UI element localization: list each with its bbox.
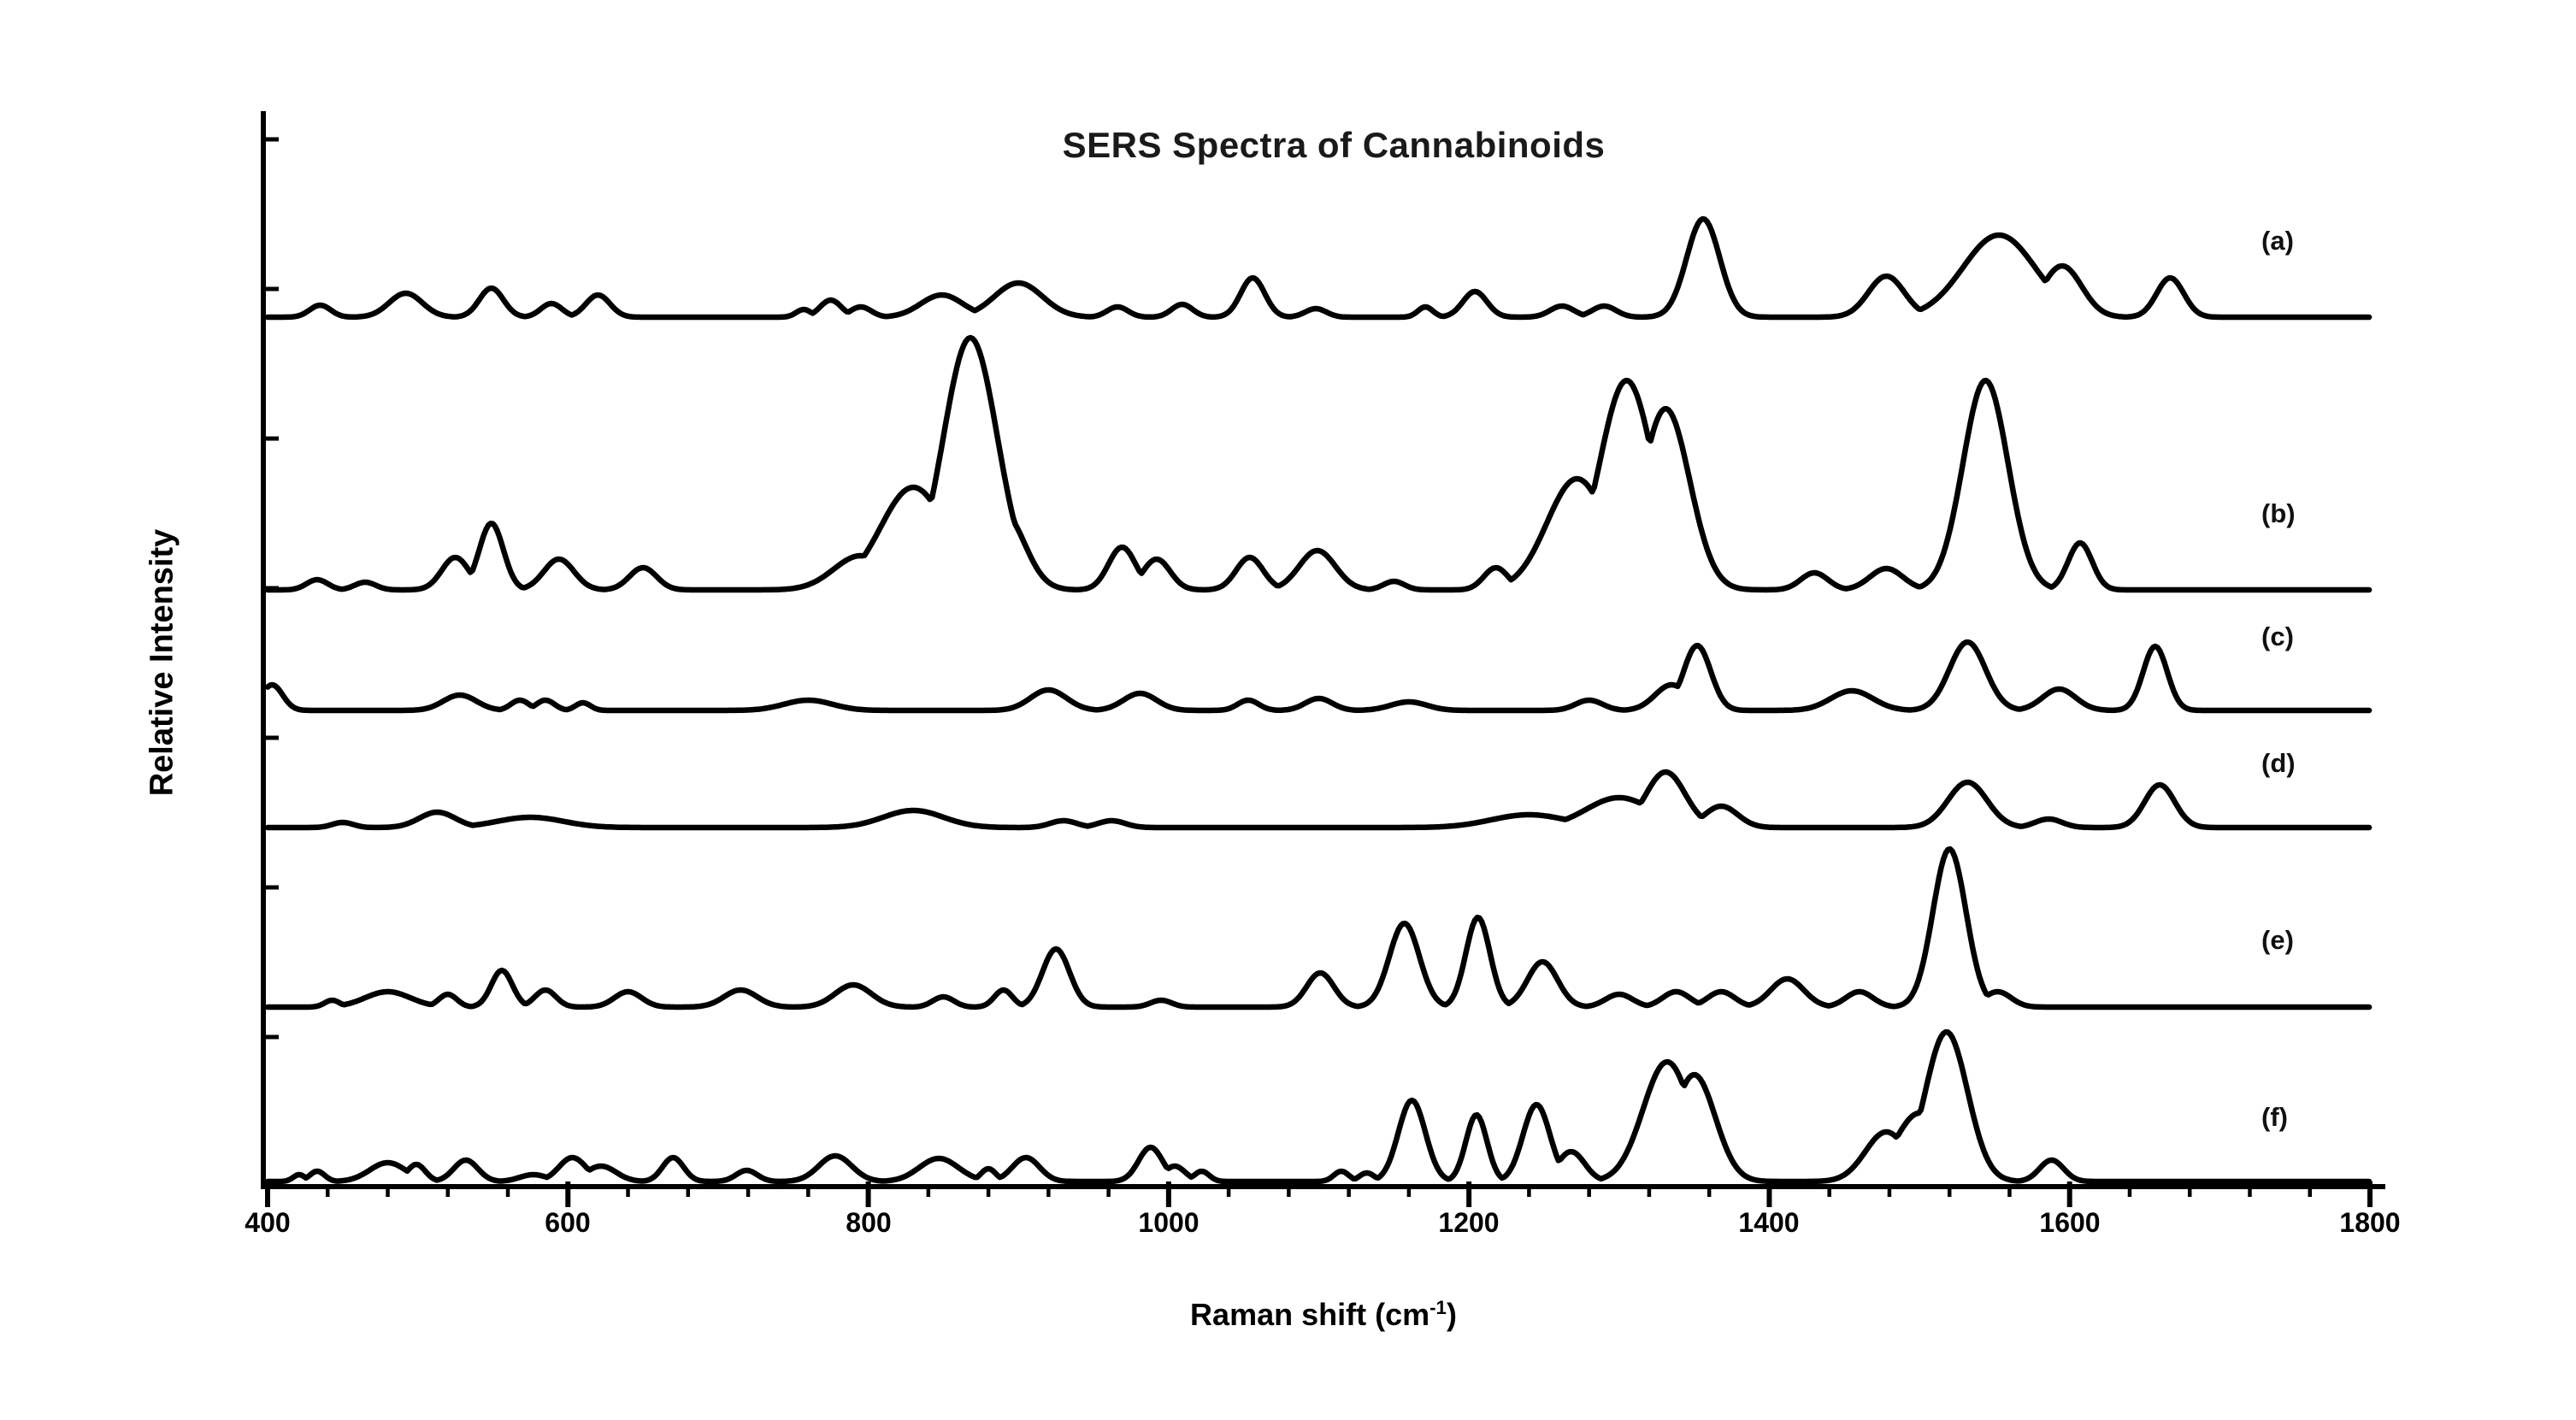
spectrum-curve-c	[264, 639, 2373, 714]
x-tick-label-400: 400	[245, 1207, 291, 1238]
x-tick-label-1600: 1600	[2039, 1207, 2101, 1238]
series-label-a: (a)	[2261, 226, 2294, 256]
x-tick-label-600: 600	[545, 1207, 591, 1238]
series-label-f: (f)	[2261, 1102, 2288, 1132]
x-tick-label-1000: 1000	[1138, 1207, 1200, 1238]
spectrum-curve-a	[264, 215, 2373, 321]
series-label-d: (d)	[2261, 748, 2296, 778]
x-tick-label-1800: 1800	[2339, 1207, 2401, 1238]
spectrum-curve-e	[264, 846, 2373, 1010]
y-axis-title: Relative Intensity	[144, 528, 180, 797]
x-axis-title-prefix: Raman shift (cm	[1190, 1297, 1430, 1332]
x-tick-label-1400: 1400	[1738, 1207, 1800, 1238]
spectrum-curve-b	[264, 334, 2373, 593]
x-axis-title-suffix: )	[1446, 1297, 1457, 1332]
series-label-e: (e)	[2261, 925, 2294, 955]
series-label-c: (c)	[2261, 622, 2294, 651]
x-axis-title: Raman shift (cm-1)	[1190, 1297, 1457, 1333]
spectrum-curve-f	[264, 1028, 2373, 1185]
x-tick-label-800: 800	[846, 1207, 892, 1238]
spectrum-curve-d	[264, 769, 2373, 831]
series-label-b: (b)	[2261, 498, 2296, 528]
axes	[261, 111, 2385, 1207]
chart-title: SERS Spectra of Cannabinoids	[1062, 125, 1606, 165]
spectra-curves	[264, 215, 2373, 1185]
x-tick-label-1200: 1200	[1438, 1207, 1500, 1238]
x-axis-title-superscript: -1	[1429, 1297, 1447, 1318]
